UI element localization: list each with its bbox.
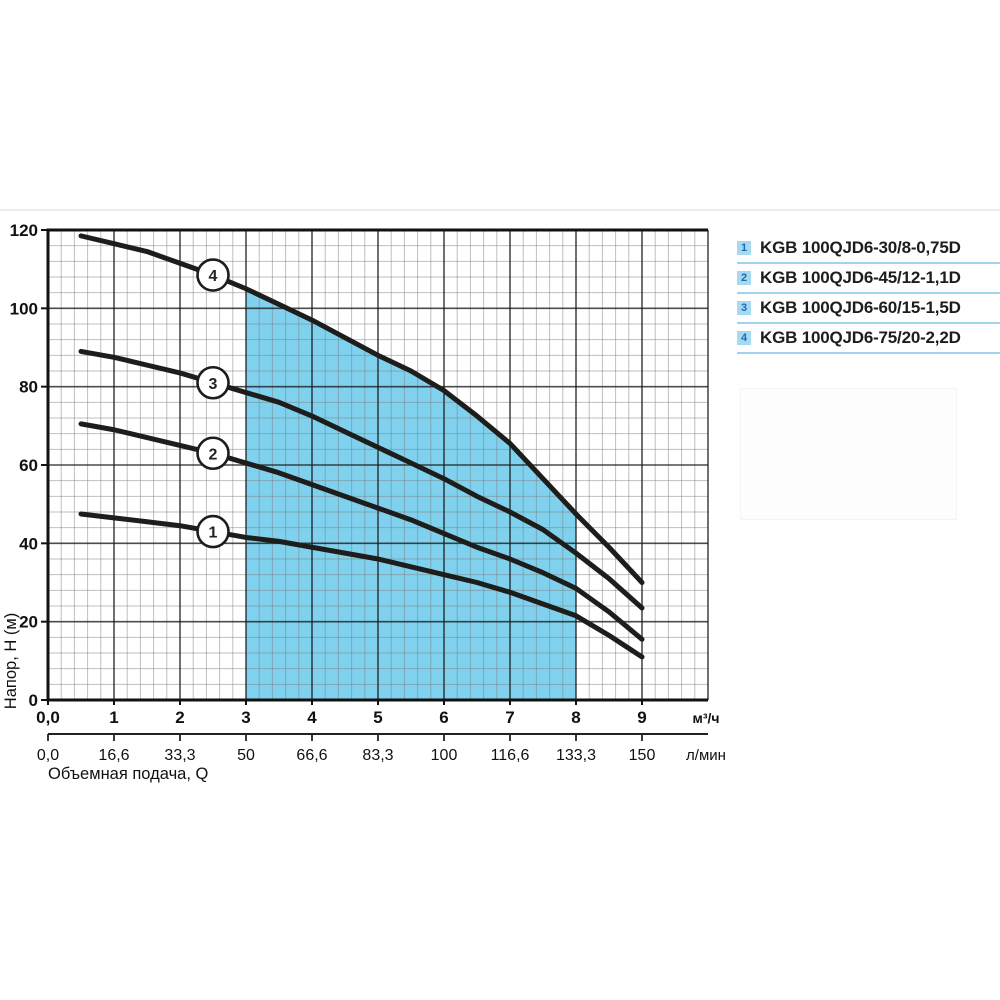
x-tick-label: 2 — [175, 708, 184, 727]
legend-label: KGB 100QJD6-30/8-0,75D — [760, 238, 961, 257]
x-axis-primary: 0,0 1 2 3 4 5 6 7 8 9 м³/ч — [36, 700, 720, 727]
y-tick-label: 40 — [19, 534, 38, 553]
x-tick-label: 5 — [373, 708, 382, 727]
x-secondary-tick-label: 33,3 — [164, 747, 195, 764]
y-tick-label: 120 — [10, 221, 38, 240]
x-secondary-tick-label: 83,3 — [362, 747, 393, 764]
x-tick-label: 8 — [571, 708, 580, 727]
y-axis-title: Напор, H (м) — [2, 613, 20, 709]
curve-marker-3: 3 — [196, 365, 230, 400]
y-tick-label: 100 — [10, 299, 38, 318]
legend-marker-number: 1 — [737, 241, 751, 255]
svg-text:3: 3 — [209, 376, 218, 393]
x-tick-label: 7 — [505, 708, 514, 727]
x-axis-title: Объемная подача, Q — [48, 765, 209, 783]
faint-watermark — [740, 388, 957, 520]
legend-label: KGB 100QJD6-75/20-2,2D — [760, 328, 961, 347]
curve-marker-1: 1 — [196, 514, 230, 549]
y-tick-label: 0 — [29, 691, 38, 710]
legend-label: KGB 100QJD6-60/15-1,5D — [760, 298, 961, 317]
legend-item: 4 KGB 100QJD6-75/20-2,2D — [737, 328, 1000, 354]
x-tick-label: 3 — [241, 708, 250, 727]
pump-curve-2 — [78, 421, 645, 642]
pump-curve-1 — [78, 511, 645, 660]
legend-marker-number: 4 — [737, 331, 751, 345]
curve-marker-4: 4 — [196, 258, 230, 292]
legend-item: 2 KGB 100QJD6-45/12-1,1D — [737, 268, 1000, 294]
x-secondary-tick-label: 66,6 — [296, 747, 327, 764]
legend-marker-number: 3 — [737, 301, 751, 315]
x-secondary-tick-label: 133,3 — [556, 747, 596, 764]
y-tick-label: 20 — [19, 613, 38, 632]
x-secondary-tick-label: 150 — [629, 747, 656, 764]
legend-item: 3 KGB 100QJD6-60/15-1,5D — [737, 298, 1000, 324]
x-tick-label: 1 — [109, 708, 118, 727]
x-secondary-tick-label: 100 — [431, 747, 458, 764]
svg-text:1: 1 — [209, 525, 218, 542]
x-tick-label: 0,0 — [36, 708, 60, 727]
x-tick-label: 6 — [439, 708, 448, 727]
svg-text:4: 4 — [209, 268, 218, 285]
x-tick-label: 4 — [307, 708, 317, 727]
x-secondary-tick-label: 0,0 — [37, 747, 59, 764]
curve-marker-2: 2 — [196, 436, 230, 471]
x-tick-label: 9 — [637, 708, 646, 727]
x-secondary-tick-label: 16,6 — [98, 747, 129, 764]
pump-curve-4 — [78, 233, 645, 585]
svg-text:2: 2 — [209, 446, 218, 463]
y-tick-label: 60 — [19, 456, 38, 475]
x-primary-unit-label: м³/ч — [692, 710, 719, 726]
legend-item: 1 KGB 100QJD6-30/8-0,75D — [737, 238, 1000, 264]
y-axis-ticks: 0 20 40 60 80 100 120 — [10, 221, 48, 710]
pump-curve-3 — [78, 348, 645, 611]
y-tick-label: 80 — [19, 378, 38, 397]
legend-label: KGB 100QJD6-45/12-1,1D — [760, 268, 961, 287]
x-secondary-tick-label: 116,6 — [491, 747, 530, 764]
divider-line — [0, 209, 1000, 211]
x-secondary-tick-label: 50 — [237, 747, 255, 764]
legend: 1 KGB 100QJD6-30/8-0,75D 2 KGB 100QJD6-4… — [737, 238, 1000, 358]
operating-range-area — [246, 288, 576, 700]
x-secondary-unit-label: л/мин — [686, 747, 726, 764]
x-axis-secondary: 0,0 16,6 33,3 50 66,6 83,3 100 116,6 133,3 150 л/м… — [37, 733, 726, 764]
grid-major — [48, 230, 709, 700]
legend-marker-number: 2 — [737, 271, 751, 285]
